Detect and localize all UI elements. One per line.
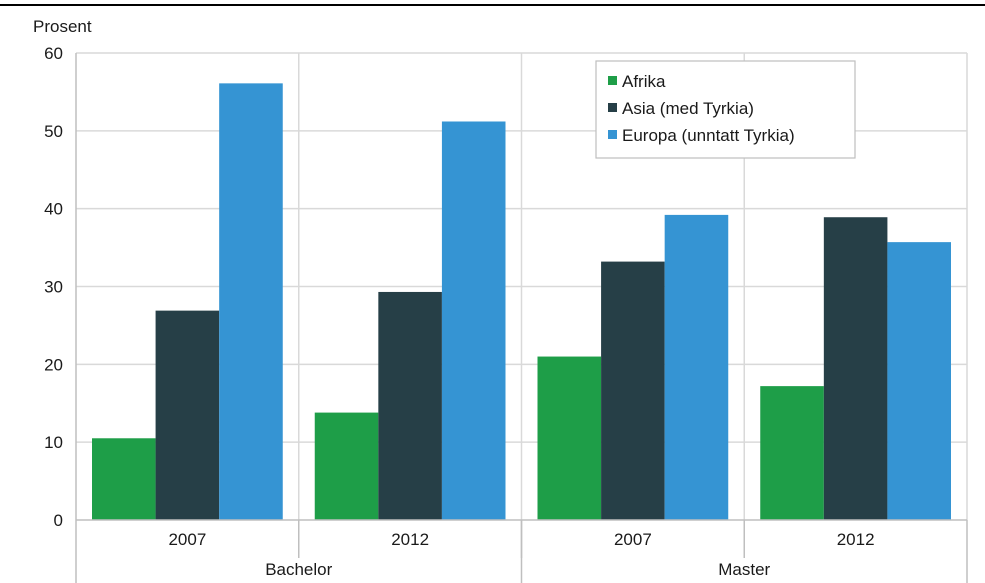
bar-afrika-0 bbox=[92, 438, 156, 520]
bar-europa-1 bbox=[441, 121, 506, 520]
legend: Afrika Asia (med Tyrkia) Europa (unntatt T… bbox=[595, 60, 856, 159]
group-label: Bachelor bbox=[265, 560, 332, 579]
bar-afrika-2 bbox=[537, 356, 602, 520]
bar-afrika-1 bbox=[314, 412, 379, 520]
y-tick-label: 30 bbox=[44, 278, 63, 297]
x-tick-label: 2007 bbox=[614, 530, 652, 549]
x-tick-label: 2012 bbox=[837, 530, 875, 549]
y-tick-label: 40 bbox=[44, 200, 63, 219]
legend-swatch bbox=[608, 103, 617, 112]
bar-europa-2 bbox=[664, 214, 729, 521]
y-axis-label: Prosent bbox=[33, 17, 92, 36]
y-tick-label: 50 bbox=[44, 122, 63, 141]
bars bbox=[92, 83, 951, 521]
legend-label: Europa (unntatt Tyrkia) bbox=[622, 126, 795, 145]
group-label: Master bbox=[718, 560, 770, 579]
bar-europa-0 bbox=[219, 83, 283, 520]
bar-asia-3 bbox=[823, 217, 888, 520]
bar-asia-0 bbox=[155, 310, 220, 520]
bar-afrika-3 bbox=[760, 386, 824, 520]
x-tick-label: 2012 bbox=[391, 530, 429, 549]
axes: 0 10 20 30 40 50 60 2007 2012 2007 2012 Bachelor Mas… bbox=[44, 44, 968, 583]
legend-swatch bbox=[608, 76, 617, 85]
legend-box bbox=[595, 60, 856, 159]
y-tick-label: 10 bbox=[44, 433, 63, 452]
bar-asia-2 bbox=[601, 261, 665, 520]
y-tick-label: 0 bbox=[54, 511, 63, 530]
legend-swatch bbox=[608, 130, 617, 139]
legend-label: Asia (med Tyrkia) bbox=[622, 99, 754, 118]
y-tick-label: 20 bbox=[44, 355, 63, 374]
x-tick-label: 2007 bbox=[168, 530, 206, 549]
legend-label: Afrika bbox=[622, 72, 666, 91]
bar-asia-1 bbox=[378, 291, 442, 520]
y-tick-label: 60 bbox=[44, 44, 63, 63]
bar-europa-3 bbox=[887, 242, 951, 520]
